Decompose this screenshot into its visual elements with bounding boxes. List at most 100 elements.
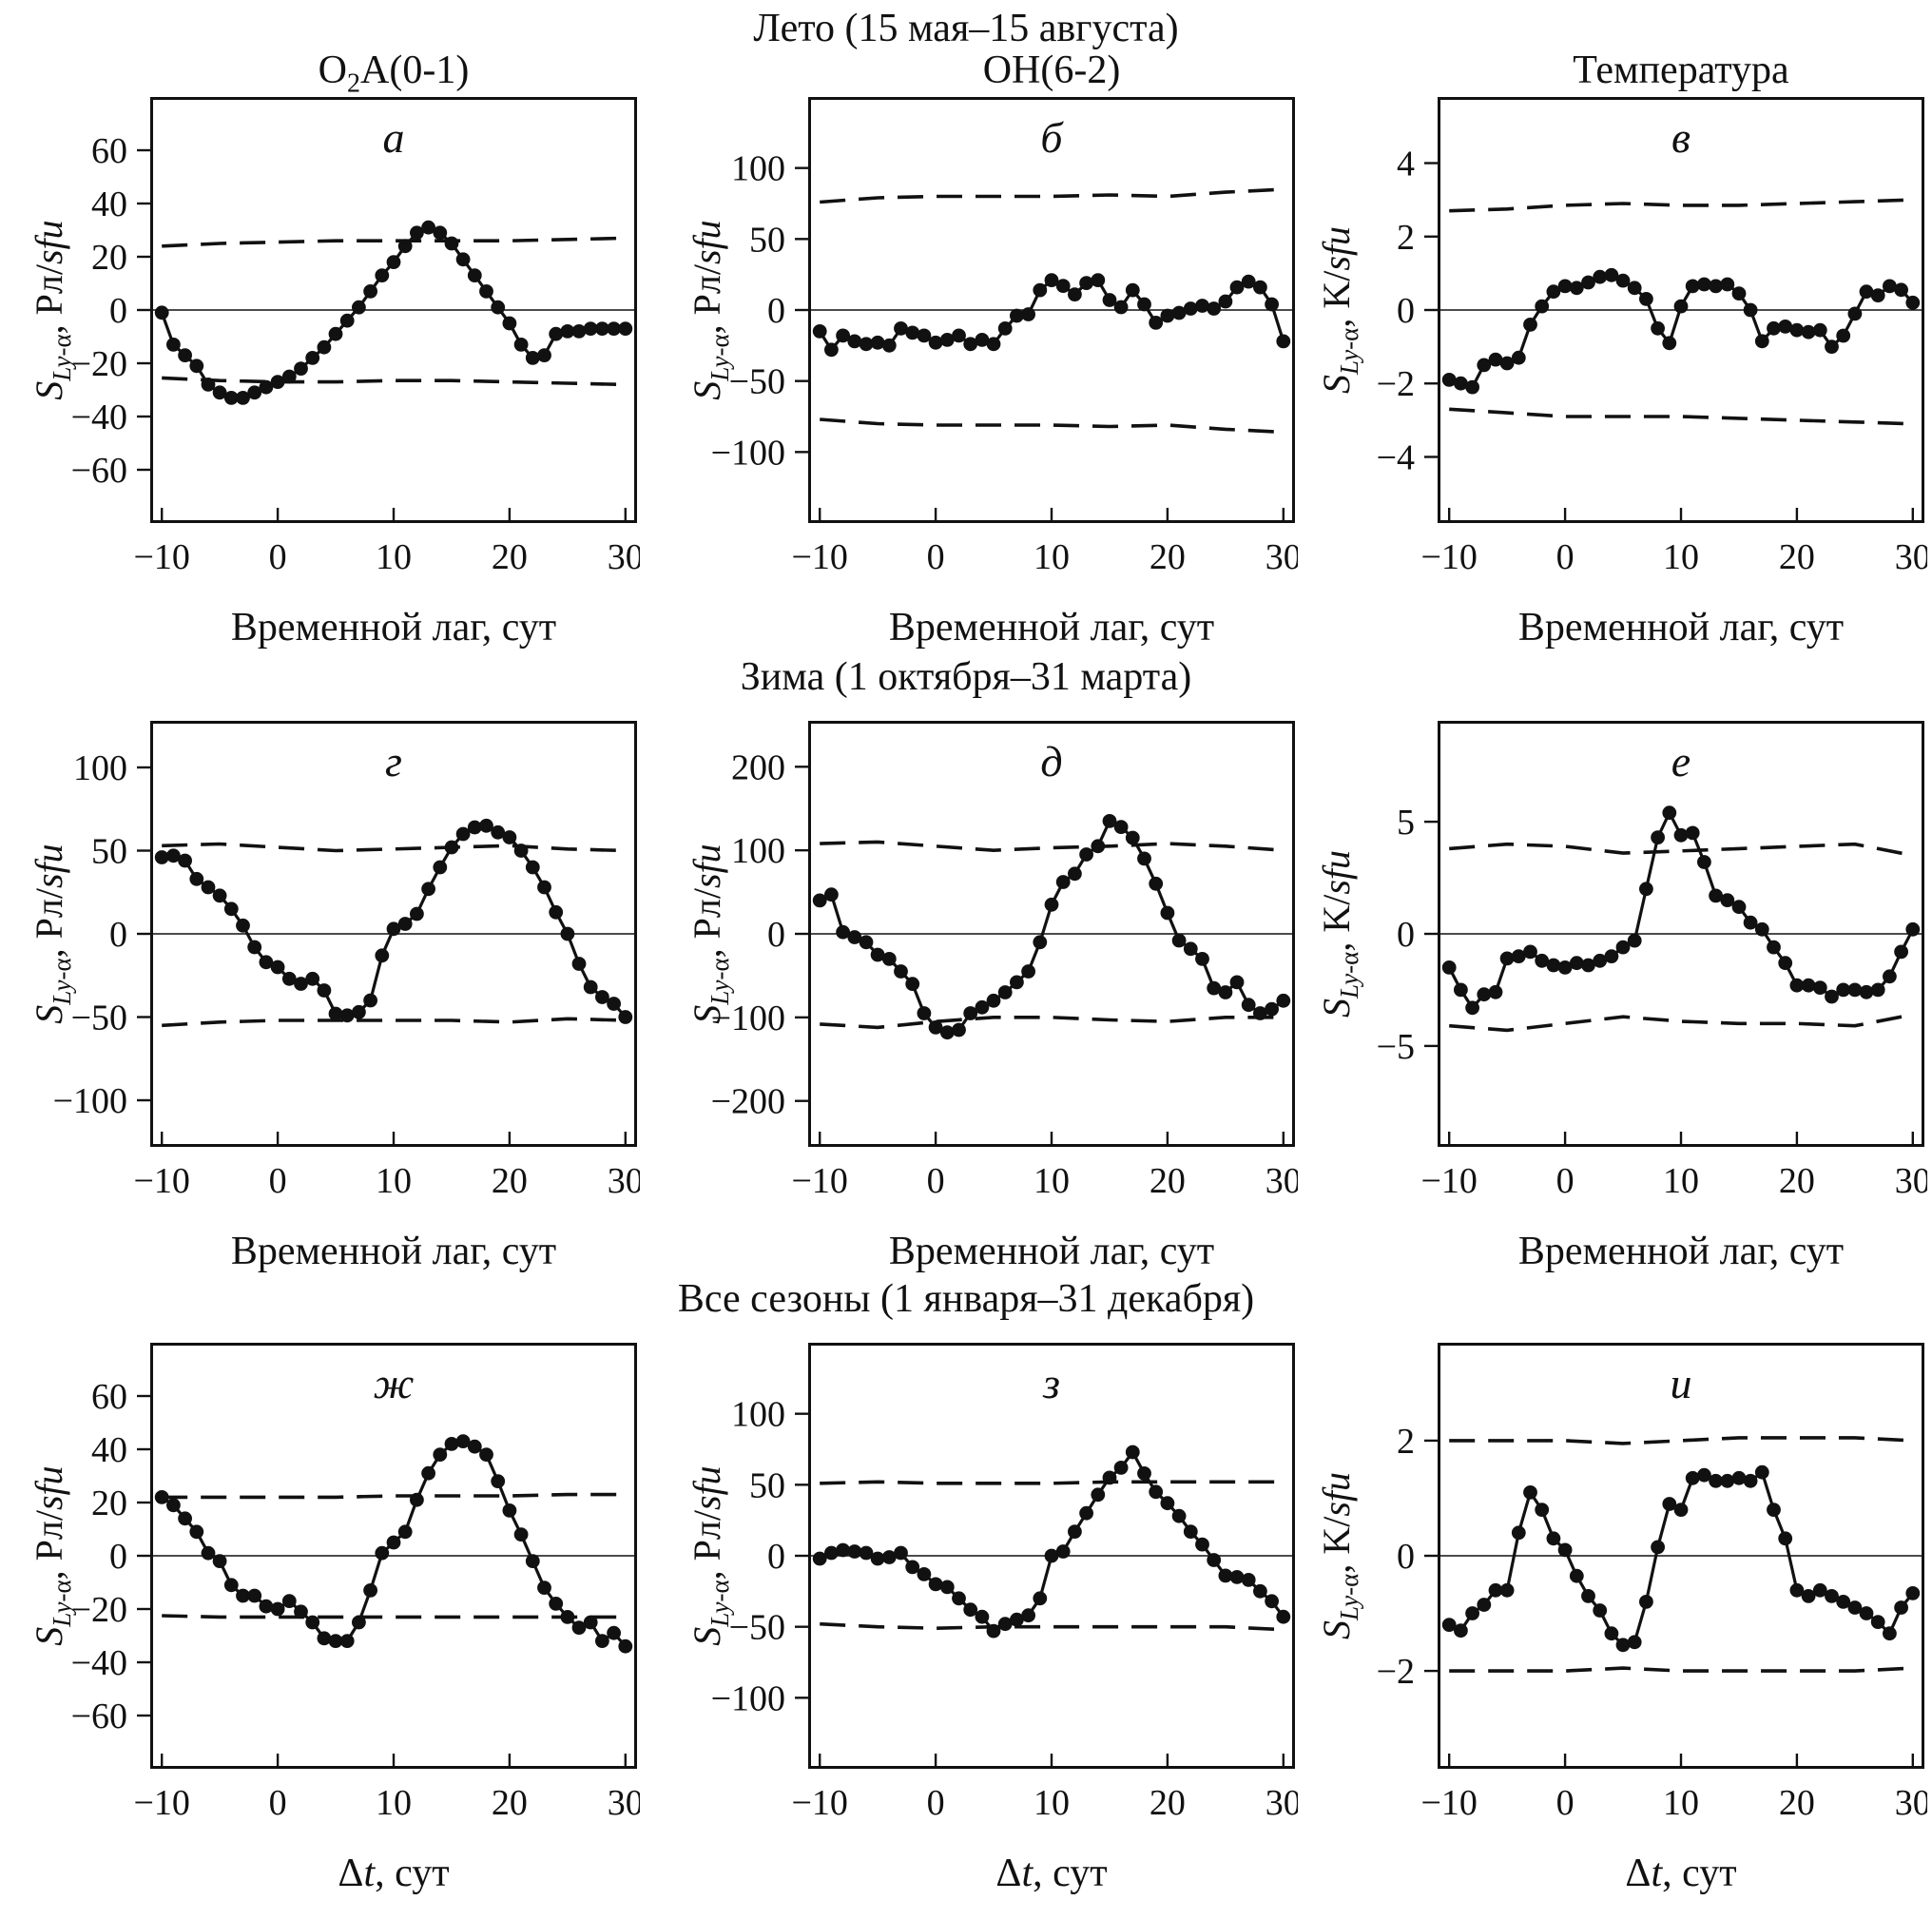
panel-a-y-axis-label: SLy-α, Рл/sfu [28, 220, 76, 400]
y-tick-labels: 60 40 20 0 −20 −40 −60 [71, 1377, 152, 1736]
svg-text:0: 0 [927, 1161, 945, 1201]
svg-text:10: 10 [1663, 1161, 1699, 1201]
y-tick-labels: 200 100 0 −100 −200 [711, 747, 810, 1122]
lower-dashed-line [820, 417, 1284, 435]
panel-i-x-axis-label: Δt, сут [1625, 1852, 1737, 1895]
svg-text:−10: −10 [133, 537, 189, 577]
row-title-all-seasons: Все сезоны (1 января–31 декабря) [677, 1277, 1255, 1321]
x-tick-labels: −10 0 10 20 30 [1420, 1754, 1931, 1823]
panel-d-x-axis-label: Временной лаг, сут [888, 1230, 1215, 1273]
lower-dashed-line [820, 1015, 1284, 1030]
svg-text:−50: −50 [729, 362, 785, 402]
panel-i-plot: 20−2−10 0 10 20 30и [1377, 1343, 1931, 1823]
svg-text:40: 40 [91, 1430, 127, 1470]
svg-text:100: 100 [73, 748, 127, 788]
svg-text:30: 30 [608, 1783, 640, 1823]
svg-text:0: 0 [767, 1537, 785, 1577]
panel-g-y-axis-label: SLy-α, Рл/sfu [28, 844, 76, 1024]
svg-text:30: 30 [1265, 1783, 1298, 1823]
svg-text:−100: −100 [711, 433, 785, 473]
x-tick-labels: −10 0 10 20 30 [133, 1754, 644, 1823]
upper-dashed-line [162, 842, 626, 853]
panel-b: 100 50 0 −50 −100 −10 0 10 20 30 б [694, 97, 1302, 588]
panel-v-y-axis-label: SLy-α, K/sfu [1315, 225, 1363, 395]
svg-text:−10: −10 [791, 1783, 847, 1823]
svg-text:10: 10 [376, 1161, 412, 1201]
panel-i: 2 0 −2 −10 0 10 20 30 и [1323, 1343, 1931, 1833]
svg-text:−40: −40 [71, 398, 127, 437]
svg-text:−100: −100 [711, 1678, 785, 1718]
svg-text:200: 200 [731, 747, 785, 787]
lower-dashed-line [1449, 1013, 1914, 1033]
svg-text:0: 0 [767, 291, 785, 331]
data-points [812, 814, 1291, 1040]
svg-text:0: 0 [1397, 291, 1415, 331]
data-line [161, 824, 628, 1018]
panel-zh-y-axis-label: SLy-α, Рл/sfu [28, 1465, 76, 1646]
upper-dashed-line [820, 840, 1284, 853]
svg-text:−20: −20 [71, 344, 127, 384]
svg-text:−40: −40 [71, 1643, 127, 1683]
panel-v: 4 2 0 −2 −4 −10 0 10 20 30 в [1323, 97, 1931, 588]
svg-text:20: 20 [492, 537, 528, 577]
panel-v-plot: 420−2−4−10 0 10 20 30в [1377, 97, 1931, 577]
data-line [1448, 1469, 1915, 1647]
y-tick-labels: 5 0 −5 [1377, 803, 1439, 1067]
svg-text:0: 0 [1556, 1783, 1575, 1823]
panel-v-x-axis-label: Временной лаг, сут [1517, 606, 1845, 650]
upper-dashed-line [820, 1480, 1284, 1485]
svg-text:10: 10 [1034, 1783, 1070, 1823]
svg-text:30: 30 [1895, 1161, 1927, 1201]
svg-text:20: 20 [492, 1783, 528, 1823]
panel-letter: д [1040, 737, 1062, 785]
svg-text:−10: −10 [1420, 537, 1477, 577]
x-tick-labels: −10 0 10 20 30 [1420, 508, 1931, 577]
upper-dashed-line [1449, 842, 1914, 858]
panel-z-y-axis-label: SLy-α, Рл/sfu [686, 1465, 734, 1646]
upper-dashed-line [1449, 198, 1913, 213]
data-points [1441, 805, 1921, 1016]
svg-text:40: 40 [91, 184, 127, 224]
svg-text:20: 20 [91, 238, 127, 278]
x-tick-labels: −10 0 10 20 30 [133, 508, 644, 577]
svg-text:2: 2 [1397, 218, 1415, 258]
svg-text:30: 30 [608, 537, 640, 577]
y-tick-labels: 100 50 0 −50 −100 [711, 1395, 810, 1718]
svg-text:0: 0 [1556, 1161, 1575, 1201]
svg-text:60: 60 [91, 131, 127, 171]
panel-e: 5 0 −5 −10 0 10 20 30 е [1323, 721, 1931, 1212]
svg-text:−100: −100 [53, 1081, 127, 1121]
svg-text:5: 5 [1397, 803, 1415, 843]
svg-text:−60: −60 [71, 451, 127, 491]
svg-text:−10: −10 [1420, 1783, 1477, 1823]
upper-dashed-line [1449, 1436, 1913, 1445]
svg-text:50: 50 [749, 220, 785, 260]
panel-e-y-axis-label: SLy-α, K/sfu [1315, 849, 1363, 1018]
panel-z-x-axis-label: Δt, сут [995, 1852, 1108, 1895]
svg-text:0: 0 [1556, 537, 1575, 577]
svg-text:30: 30 [1265, 1161, 1298, 1201]
svg-text:0: 0 [109, 291, 127, 331]
svg-text:10: 10 [1663, 1783, 1699, 1823]
panel-letter: в [1671, 113, 1690, 162]
panel-g-x-axis-label: Временной лаг, сут [230, 1230, 557, 1273]
panel-letter: з [1042, 1359, 1060, 1407]
svg-text:10: 10 [376, 1783, 412, 1823]
svg-text:−4: −4 [1377, 437, 1415, 477]
svg-text:−10: −10 [791, 1161, 847, 1201]
svg-text:4: 4 [1397, 145, 1415, 184]
data-points [154, 818, 633, 1024]
svg-text:20: 20 [1779, 1783, 1815, 1823]
panel-a-x-axis-label: Временной лаг, сут [230, 606, 557, 650]
panel-letter: а [383, 113, 405, 162]
x-tick-labels: −10 0 10 20 30 [133, 1132, 644, 1201]
svg-text:−100: −100 [711, 999, 785, 1038]
data-points [812, 273, 1291, 358]
data-points [154, 220, 633, 405]
panel-z: 100 50 0 −50 −100 −10 0 10 20 30 з [694, 1343, 1302, 1833]
lower-dashed-line [162, 376, 626, 387]
upper-dashed-line [820, 187, 1284, 204]
